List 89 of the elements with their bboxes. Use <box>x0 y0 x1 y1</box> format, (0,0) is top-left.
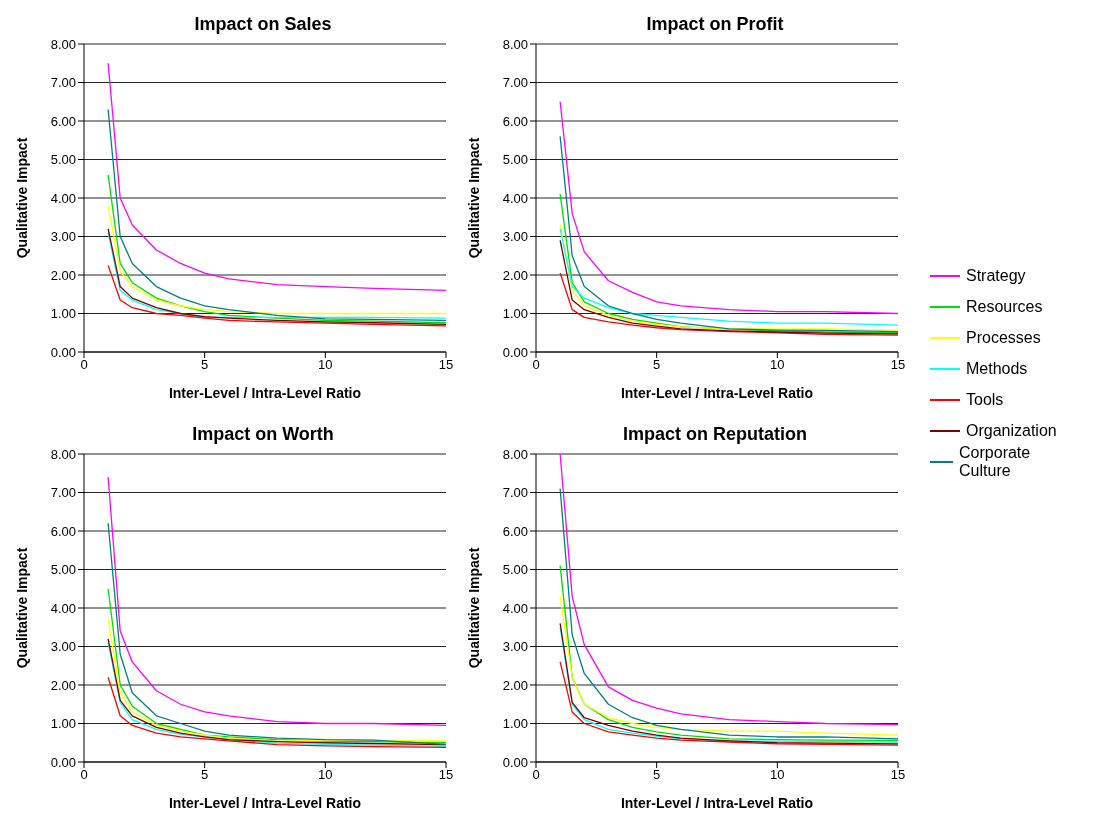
x-tick-label: 5 <box>201 357 209 373</box>
y-tick-label: 4.00 <box>50 600 76 616</box>
x-axis-title: Inter-Level / Intra-Level Ratio <box>168 385 362 401</box>
x-tick-label: 0 <box>532 357 540 373</box>
y-tick-label: 5.00 <box>50 562 76 578</box>
y-tick-label: 3.00 <box>502 229 528 245</box>
x-tick-label: 15 <box>890 767 906 783</box>
y-tick-label: 6.00 <box>502 523 528 539</box>
legend-label: Corporate Culture <box>959 443 1032 480</box>
y-tick-label: 8.00 <box>50 36 76 52</box>
line-series <box>107 174 446 324</box>
line-series <box>107 62 446 292</box>
y-axis-title: Qualitative Impact <box>13 547 30 669</box>
y-tick-label: 6.00 <box>50 113 76 129</box>
y-axis-title: Qualitative Impact <box>465 137 482 259</box>
y-tick-label: 4.00 <box>502 600 528 616</box>
y-tick-label: 0.00 <box>502 754 528 770</box>
y-tick-label: 1.00 <box>502 306 528 322</box>
line-series <box>559 661 898 746</box>
x-tick-label: 15 <box>890 357 906 373</box>
y-tick-label: 4.00 <box>502 190 528 206</box>
line-series <box>559 272 898 336</box>
line-series <box>559 239 898 335</box>
x-axis-title: Inter-Level / Intra-Level Ratio <box>620 795 814 811</box>
y-tick-label: 7.00 <box>50 75 76 91</box>
line-series <box>107 264 446 327</box>
x-tick-label: 5 <box>653 767 661 783</box>
line-series <box>107 476 446 727</box>
chart-title: Impact on Worth <box>191 424 335 445</box>
legend-label: Organization <box>966 421 1057 440</box>
x-axis-title: Inter-Level / Intra-Level Ratio <box>620 385 814 401</box>
legend-label: Resources <box>966 297 1043 316</box>
y-axis-title: Qualitative Impact <box>465 547 482 669</box>
y-tick-label: 5.00 <box>502 562 528 578</box>
line-series <box>107 205 446 315</box>
y-tick-label: 7.00 <box>502 485 528 501</box>
legend-label: Strategy <box>966 266 1026 285</box>
x-tick-label: 10 <box>318 767 333 783</box>
x-tick-label: 5 <box>653 357 661 373</box>
line-series <box>559 595 898 736</box>
y-tick-label: 5.00 <box>502 152 528 168</box>
y-tick-label: 6.00 <box>50 523 76 539</box>
y-tick-label: 2.00 <box>502 677 528 693</box>
legend-label: Tools <box>966 390 1004 409</box>
y-tick-label: 2.00 <box>50 267 76 283</box>
chart-title: Impact on Sales <box>193 14 333 35</box>
line-series <box>559 101 898 315</box>
x-tick-label: 10 <box>770 767 785 783</box>
y-tick-label: 6.00 <box>502 113 528 129</box>
line-series <box>559 135 898 333</box>
x-tick-label: 10 <box>318 357 333 373</box>
y-tick-label: 1.00 <box>50 306 76 322</box>
y-tick-label: 0.00 <box>50 344 76 360</box>
chart-title: Impact on Profit <box>645 14 785 35</box>
x-axis-title: Inter-Level / Intra-Level Ratio <box>168 795 362 811</box>
y-tick-label: 1.00 <box>50 716 76 732</box>
line-series <box>559 488 898 740</box>
x-tick-label: 15 <box>438 357 454 373</box>
y-tick-label: 8.00 <box>502 36 528 52</box>
y-tick-label: 3.00 <box>50 229 76 245</box>
x-tick-label: 5 <box>201 767 209 783</box>
x-tick-label: 0 <box>532 767 540 783</box>
line-series <box>107 108 446 322</box>
y-tick-label: 2.00 <box>502 267 528 283</box>
y-tick-label: 5.00 <box>50 152 76 168</box>
y-tick-label: 4.00 <box>50 190 76 206</box>
line-series <box>107 618 446 742</box>
legend-label: Processes <box>966 328 1041 347</box>
line-series <box>559 565 898 742</box>
y-tick-label: 0.00 <box>50 754 76 770</box>
x-tick-label: 0 <box>80 357 88 373</box>
line-series <box>107 676 446 749</box>
y-tick-label: 8.00 <box>502 446 528 462</box>
y-tick-label: 3.00 <box>50 639 76 655</box>
y-tick-label: 3.00 <box>502 639 528 655</box>
y-tick-label: 8.00 <box>50 446 76 462</box>
y-tick-label: 7.00 <box>502 75 528 91</box>
x-tick-label: 10 <box>770 357 785 373</box>
x-tick-label: 0 <box>80 767 88 783</box>
chart-title: Impact on Reputation <box>622 424 808 445</box>
line-series <box>107 522 446 745</box>
legend-label: Methods <box>966 359 1028 378</box>
line-series <box>559 454 898 726</box>
y-tick-label: 2.00 <box>50 677 76 693</box>
y-tick-label: 0.00 <box>502 344 528 360</box>
y-tick-label: 1.00 <box>502 716 528 732</box>
y-tick-label: 7.00 <box>50 485 76 501</box>
y-axis-title: Qualitative Impact <box>13 137 30 259</box>
x-tick-label: 15 <box>438 767 454 783</box>
